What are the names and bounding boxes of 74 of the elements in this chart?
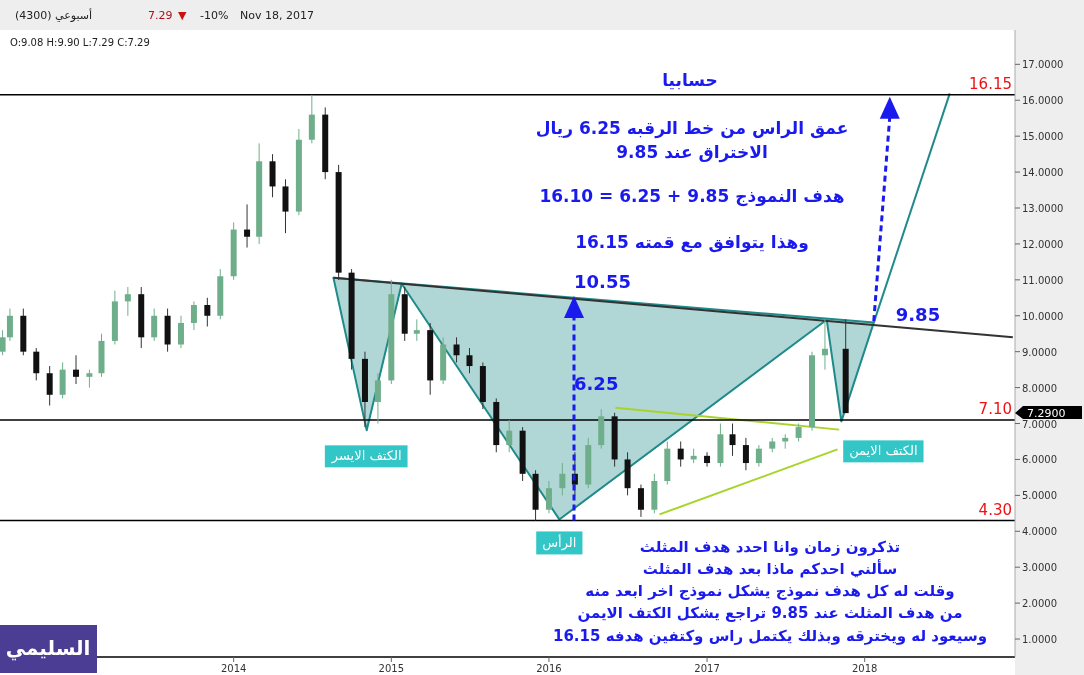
text: 7.29 — [148, 9, 173, 22]
candlestick — [204, 297, 211, 328]
text: -10% — [200, 9, 229, 22]
candlestick — [413, 318, 420, 342]
candlestick — [33, 347, 40, 381]
y-tick-label: 10.0000 — [1022, 310, 1064, 322]
candlestick — [704, 451, 711, 468]
y-tick-label: 1.0000 — [1022, 634, 1057, 646]
annotation: 6.25 — [574, 373, 619, 394]
candlestick — [6, 308, 13, 342]
candlestick — [677, 440, 684, 468]
candlestick — [755, 444, 762, 468]
candlestick — [729, 423, 736, 457]
y-tick-label: 7.0000 — [1022, 418, 1057, 430]
candlestick — [124, 286, 131, 317]
candlestick — [545, 480, 552, 514]
y-tick-label: 17.0000 — [1022, 59, 1064, 71]
annotation: الكتف الايسر — [330, 448, 402, 465]
annotation: من هدف المثلث عند 9.85 تراجع يشكل الكتف الايمن — [577, 604, 963, 622]
candlestick — [466, 347, 473, 374]
candlestick — [559, 462, 566, 496]
annotation: سألني احدكم ماذا بعد هدف المثلث — [642, 559, 898, 578]
y-tick-label: 9.0000 — [1022, 346, 1057, 358]
annotation: 10.55 — [574, 271, 631, 293]
candlestick — [46, 365, 53, 407]
ref-line-label: 7.10 — [978, 399, 1012, 418]
text: O:9.08 H:9.90 L:7.29 C:7.29 — [10, 37, 150, 48]
candlestick — [506, 419, 513, 453]
y-tick-label: 13.0000 — [1022, 203, 1064, 215]
ref-line-label: 4.30 — [978, 500, 1012, 519]
annotation: الرأس — [542, 534, 577, 552]
text: (4300) أسبوعي — [15, 8, 93, 22]
candlestick — [637, 484, 644, 518]
annotation: عمق الراس من خط الرقبه 6.25 ريال — [535, 118, 849, 139]
text: حسابيا — [662, 70, 718, 90]
x-tick-label: 2015 — [378, 663, 405, 674]
y-tick-label: 16.0000 — [1022, 95, 1064, 107]
y-tick-label: 2.0000 — [1022, 598, 1057, 610]
text: 7.2900 — [1027, 407, 1066, 421]
y-tick-label: 14.0000 — [1022, 167, 1064, 179]
y-tick-label: 5.0000 — [1022, 490, 1057, 502]
annotation: وهذا يتوافق مع قمته 16.15 — [575, 232, 809, 253]
y-tick-label: 11.0000 — [1022, 274, 1064, 286]
annotation: هدف النموذج 9.85 + 6.25 = 16.10 — [539, 186, 845, 207]
x-tick-label: 2016 — [536, 663, 562, 674]
x-tick-label: 2018 — [851, 663, 878, 674]
annotation: وقلت له كل هدف نموذج يشكل نموذج اخر ابعد منه — [585, 582, 955, 600]
candlestick — [73, 354, 80, 385]
x-tick-label: 2014 — [220, 663, 247, 674]
annotation: وسيعود له ويخترقه وبذلك يكتمل راس وكتفين هدفه 16.15 — [552, 627, 988, 645]
text: ▼ — [178, 9, 187, 22]
annotation: الاختراق عند 9.85 — [616, 142, 768, 163]
y-tick-label: 6.0000 — [1022, 454, 1057, 466]
candlestick — [374, 372, 381, 425]
annotation: الكتف الايمن — [849, 443, 918, 460]
annotation: السليمي — [5, 636, 91, 661]
y-tick-label: 12.0000 — [1022, 238, 1064, 250]
candlestick — [453, 336, 460, 363]
candlestick — [742, 437, 749, 471]
candlestick — [151, 308, 158, 342]
text: Nov 18, 2017 — [240, 9, 314, 22]
candlestick — [821, 318, 828, 371]
candlestick — [190, 300, 197, 331]
annotation: تذكرون زمان وانا احدد هدف المثلث — [639, 538, 901, 556]
x-tick-label: 2017 — [694, 663, 720, 674]
candlestick — [0, 329, 6, 356]
ref-line-label: 16.15 — [969, 74, 1012, 93]
annotation: 9.85 — [895, 304, 941, 326]
candlestick — [177, 315, 184, 349]
candlestick — [244, 203, 251, 249]
y-tick-label: 3.0000 — [1022, 562, 1057, 574]
y-tick-label: 4.0000 — [1022, 526, 1057, 538]
y-tick-label: 8.0000 — [1022, 382, 1057, 394]
y-tick-label: 15.0000 — [1022, 131, 1064, 143]
